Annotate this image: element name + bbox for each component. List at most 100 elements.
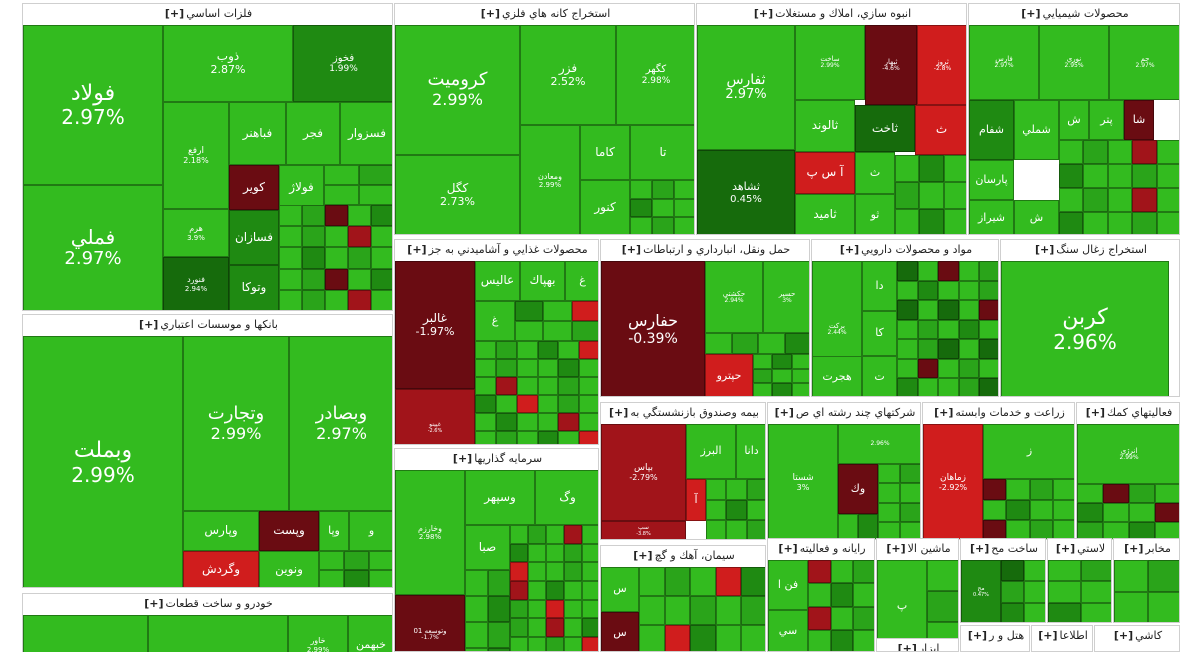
- stock-cell-small[interactable]: [927, 591, 958, 622]
- expand-button[interactable]: [+]: [139, 318, 159, 331]
- stock-cell-small[interactable]: [1114, 560, 1148, 592]
- stock-cell-shasta[interactable]: شستا 3%: [768, 424, 838, 539]
- stock-cell-dka[interactable]: كا: [862, 311, 897, 356]
- stock-cell-small[interactable]: [652, 180, 674, 199]
- stock-cell-small[interactable]: [808, 583, 831, 607]
- expand-button[interactable]: [+]: [633, 549, 653, 562]
- stock-cell-small[interactable]: [917, 300, 939, 320]
- stock-cell-small[interactable]: [537, 341, 559, 359]
- stock-cell-vv[interactable]: و: [349, 511, 392, 551]
- stock-cell-folaz[interactable]: فولاژ: [279, 165, 324, 210]
- stock-cell-kgohar[interactable]: كگهر 2.98%: [616, 25, 694, 125]
- stock-cell-small[interactable]: [808, 629, 831, 651]
- stock-cell-small[interactable]: [1048, 560, 1081, 582]
- stock-cell-small[interactable]: [359, 185, 392, 205]
- expand-button[interactable]: [+]: [970, 542, 990, 555]
- stock-cell-small[interactable]: [726, 520, 747, 539]
- stock-cell-small[interactable]: [510, 618, 528, 637]
- stock-cell-small[interactable]: [741, 596, 765, 625]
- stock-cell-small[interactable]: [1001, 581, 1024, 603]
- stock-cell-khmajor[interactable]: خاور 2.99%: [288, 615, 348, 652]
- stock-cell-small[interactable]: [1059, 188, 1084, 212]
- stock-cell-small[interactable]: [279, 268, 302, 290]
- stock-cell-small[interactable]: [546, 599, 564, 619]
- stock-cell-small[interactable]: [371, 226, 392, 248]
- stock-cell-small[interactable]: [746, 499, 765, 521]
- stock-cell-small[interactable]: [938, 319, 959, 340]
- stock-cell-small[interactable]: [558, 413, 580, 431]
- stock-cell-small[interactable]: [878, 502, 900, 522]
- stock-cell-small[interactable]: [558, 431, 580, 444]
- stock-cell-small[interactable]: [475, 431, 496, 444]
- stock-cell-small[interactable]: [558, 359, 580, 377]
- stock-cell-small[interactable]: [983, 499, 1007, 521]
- stock-cell-vnovin[interactable]: ونوين: [259, 551, 319, 587]
- stock-cell-vbsadr[interactable]: وبصادر 2.97%: [289, 336, 392, 511]
- stock-cell-small[interactable]: [546, 618, 564, 637]
- stock-cell-hsir[interactable]: حسير 3%: [763, 261, 809, 333]
- stock-cell-small[interactable]: [369, 570, 392, 587]
- stock-cell-small[interactable]: [958, 319, 980, 340]
- stock-cell-small[interactable]: [830, 606, 854, 630]
- stock-cell-small[interactable]: [726, 499, 747, 521]
- stock-cell-small[interactable]: [897, 300, 918, 320]
- stock-cell-shamli[interactable]: شملي: [1014, 100, 1059, 160]
- expand-button[interactable]: [+]: [753, 7, 774, 20]
- stock-cell-small[interactable]: [279, 247, 302, 269]
- stock-cell-small[interactable]: [858, 514, 878, 539]
- stock-cell-small[interactable]: [582, 562, 598, 581]
- stock-cell-takht[interactable]: ثاخت: [855, 105, 915, 152]
- stock-cell-small[interactable]: [1059, 212, 1084, 234]
- stock-cell-nori[interactable]: نوري 2.95%: [1039, 25, 1109, 100]
- stock-cell-small[interactable]: [897, 280, 918, 301]
- stock-cell-small[interactable]: [746, 520, 765, 539]
- sector-s10[interactable]: بيمه وصندوق بازنشستگي به[+] بپاس -2.79% دان…: [600, 402, 766, 540]
- stock-cell-small[interactable]: [772, 354, 792, 369]
- stock-cell-small[interactable]: [582, 543, 598, 563]
- stock-cell-small[interactable]: [324, 185, 359, 205]
- stock-cell-small[interactable]: [510, 599, 528, 619]
- stock-cell-small[interactable]: [690, 567, 716, 596]
- stock-cell-small[interactable]: [495, 395, 517, 413]
- stock-cell-ghalbor[interactable]: غالبر -1.97%: [395, 261, 475, 389]
- stock-cell-hjiytro[interactable]: حپترو: [705, 354, 753, 396]
- stock-cell-small[interactable]: [1048, 602, 1081, 622]
- stock-cell-fkhooz[interactable]: فخوز 1.99%: [293, 25, 392, 102]
- stock-cell-small[interactable]: [853, 606, 874, 630]
- expand-button[interactable]: [+]: [1038, 629, 1058, 642]
- stock-cell-small[interactable]: [791, 368, 809, 384]
- stock-cell-small[interactable]: [582, 525, 598, 544]
- stock-cell-small[interactable]: [537, 395, 559, 413]
- stock-cell-small[interactable]: [537, 413, 559, 431]
- expand-button[interactable]: [+]: [144, 597, 164, 610]
- stock-cell-small[interactable]: [758, 333, 785, 354]
- stock-cell-small[interactable]: [1129, 522, 1155, 539]
- stock-cell-small[interactable]: [943, 182, 966, 209]
- stock-cell-small[interactable]: [1103, 484, 1129, 503]
- stock-cell-small[interactable]: [325, 247, 348, 269]
- stock-cell-small[interactable]: [543, 321, 572, 341]
- stock-cell-small[interactable]: [706, 479, 727, 500]
- stock-cell-small[interactable]: [979, 358, 998, 379]
- stock-cell-small[interactable]: [528, 599, 546, 619]
- stock-cell-small[interactable]: [1083, 140, 1108, 164]
- expand-button[interactable]: [+]: [609, 406, 629, 419]
- stock-cell-small[interactable]: [495, 341, 517, 359]
- stock-cell-small[interactable]: [348, 268, 371, 290]
- stock-cell-kavir[interactable]: كوير: [229, 165, 279, 210]
- stock-cell-small[interactable]: [510, 636, 528, 651]
- stock-cell-shsh2[interactable]: ش: [1014, 200, 1059, 234]
- stock-cell-small[interactable]: [979, 319, 998, 340]
- stock-cell-small[interactable]: [528, 525, 546, 544]
- stock-cell-ghpinc[interactable]: غپينو -2.6%: [395, 389, 475, 444]
- stock-cell-fameli[interactable]: فملي 2.97%: [23, 185, 163, 310]
- stock-cell-small[interactable]: [830, 583, 854, 607]
- sector-s18[interactable]: ماشين الا[+] پ: [876, 538, 959, 652]
- stock-cell-small[interactable]: [1156, 212, 1179, 234]
- stock-cell-small[interactable]: [371, 247, 392, 269]
- stock-cell-small[interactable]: [564, 599, 582, 619]
- stock-cell-small[interactable]: [983, 479, 1007, 500]
- stock-cell-shsha[interactable]: شا: [1124, 100, 1154, 140]
- stock-cell-small[interactable]: [1080, 581, 1111, 603]
- stock-cell-small[interactable]: [1006, 520, 1030, 539]
